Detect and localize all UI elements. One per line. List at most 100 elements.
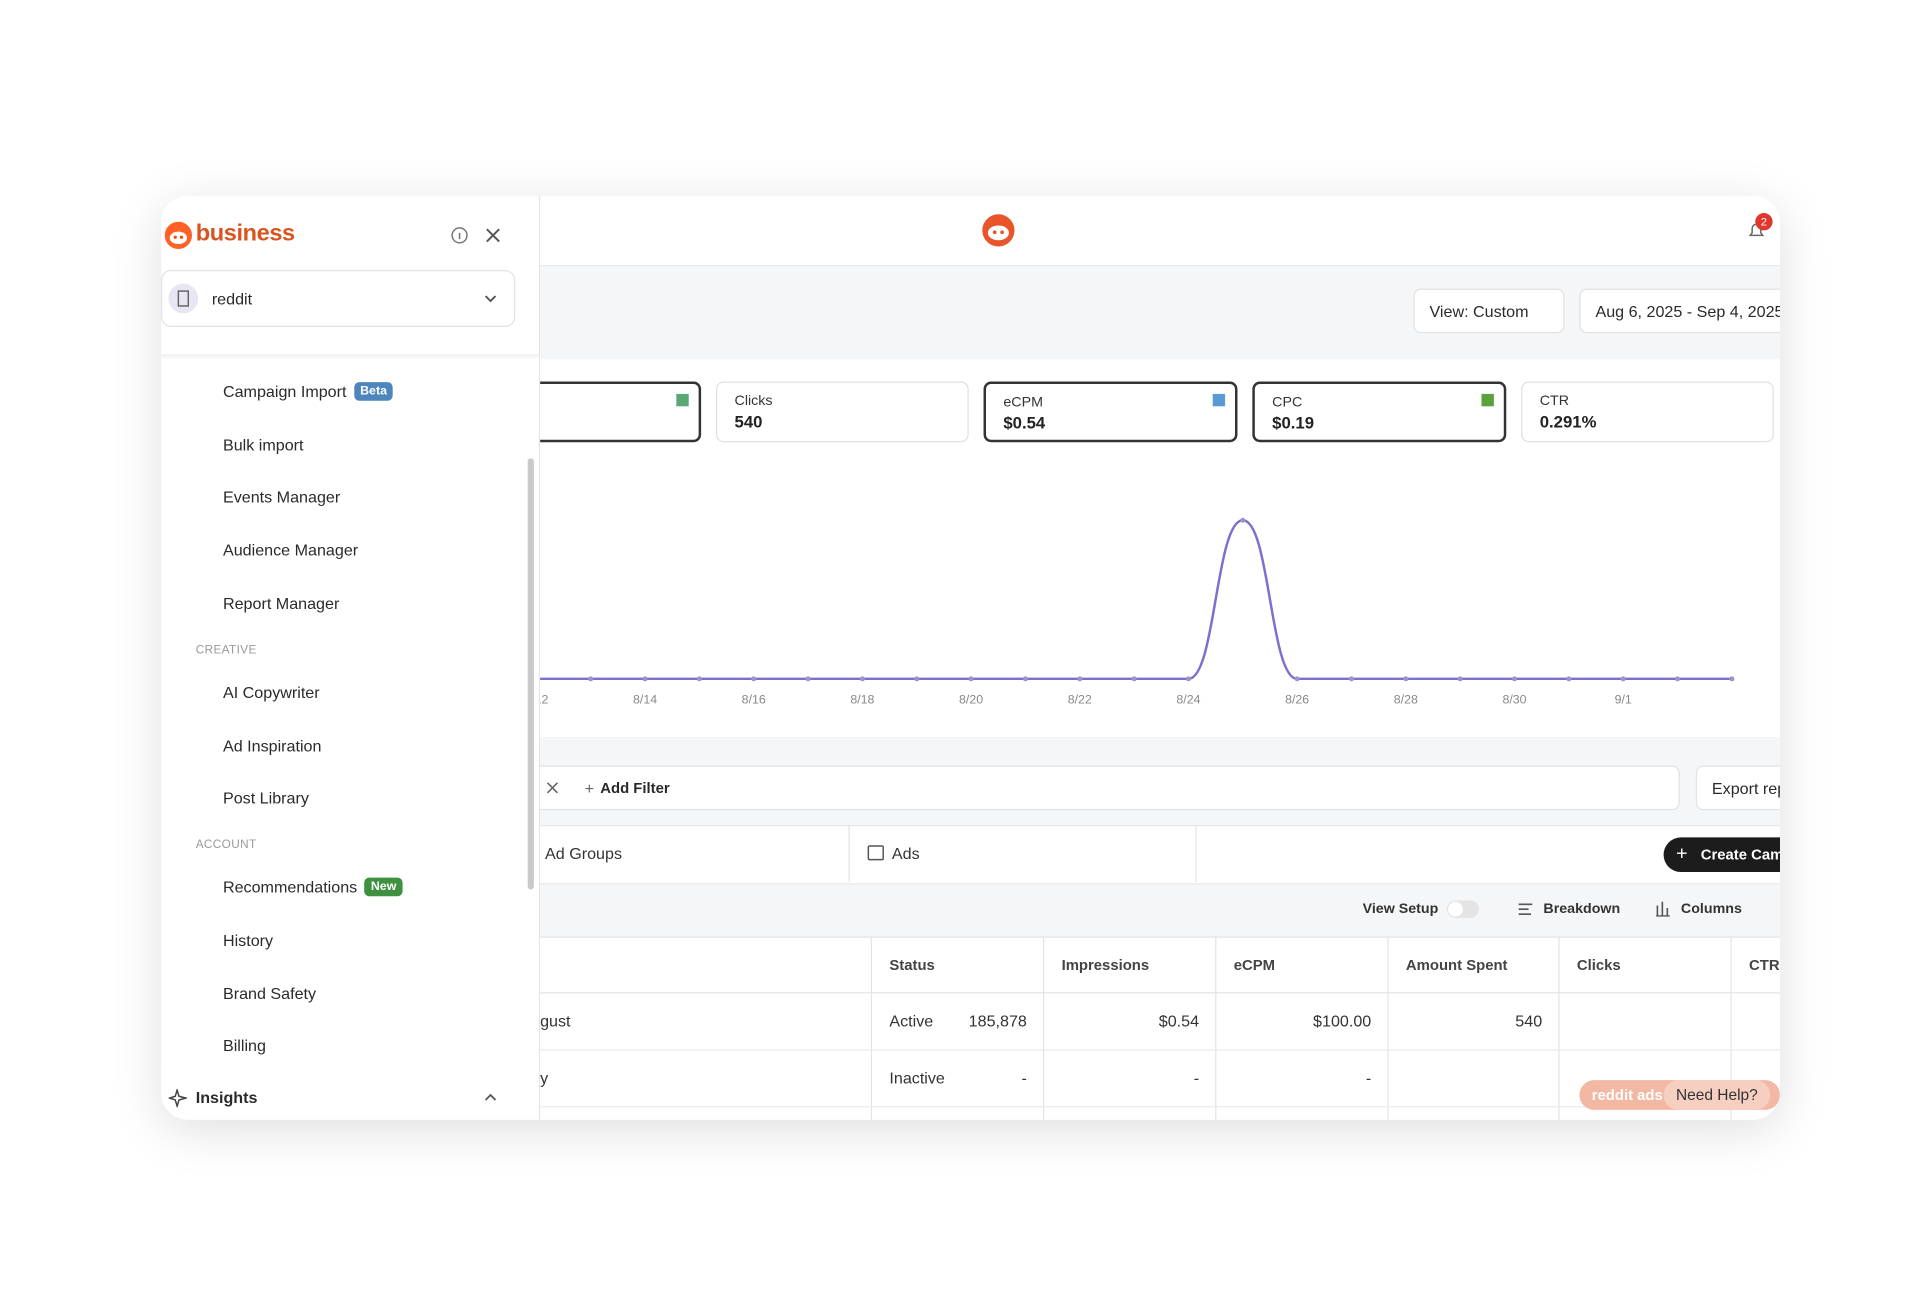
chart: 8/12 8/14 8/16 8/18 8/20 8/22 8/24 8/26 8/28 8/30…: [538, 517, 1735, 707]
data-point: [1457, 676, 1463, 682]
x-tick-label: 8/12: [539, 693, 549, 707]
tab-divider: [1195, 824, 1197, 882]
menu-label: History: [222, 930, 274, 950]
cell: -: [1365, 1067, 1372, 1087]
cell: -: [1193, 1067, 1200, 1087]
data-point: [1131, 676, 1137, 682]
toolbar-item[interactable]: Columns: [1680, 901, 1742, 917]
menu-label: Billing: [222, 1036, 266, 1056]
metric-value: 0.291%: [1539, 412, 1597, 432]
reddit-logo: [164, 221, 193, 249]
data-point: [1620, 676, 1626, 682]
x-tick-label: 9/1: [1615, 693, 1632, 707]
view-select[interactable]: View: Custom: [1413, 288, 1565, 334]
x-tick-label: 8/30: [1502, 693, 1526, 707]
metric-color: [1481, 393, 1494, 407]
data-point: [968, 676, 974, 682]
menu-item[interactable]: Recommendations New: [223, 877, 403, 897]
menu-item[interactable]: Billing: [223, 1037, 266, 1056]
close-button[interactable]: [484, 227, 501, 244]
column-divider: [1215, 937, 1217, 1120]
view-label: View: Custom: [1429, 301, 1529, 321]
metric-value: $0.19: [1272, 413, 1315, 433]
badge: Beta: [353, 382, 394, 401]
toolbar-item[interactable]: Breakdown: [1543, 901, 1621, 917]
menu-item[interactable]: Brand Safety: [223, 984, 316, 1003]
table: Status Impressions eCPM Amount Spent Clicks C…: [538, 936, 1781, 1120]
menu-item[interactable]: Report Manager: [223, 594, 339, 613]
menu-label: AI Copywriter: [222, 682, 320, 702]
help-label: Need Help?: [1663, 1080, 1771, 1110]
x-tick-label: 8/16: [742, 693, 766, 707]
menu-label: Report Manager: [222, 593, 340, 613]
cell: $0.54: [1158, 1011, 1200, 1030]
data-point: [1566, 676, 1572, 682]
insights-group[interactable]: Insights: [195, 1088, 258, 1107]
create-campaign[interactable]: Create Campaign: [1663, 837, 1781, 873]
data-point: [588, 676, 594, 682]
help-icon[interactable]: [451, 227, 468, 244]
menu-item[interactable]: Post Library: [223, 789, 309, 808]
data-point: [859, 676, 865, 682]
data-point: [1294, 676, 1300, 682]
divider: [161, 354, 539, 360]
status: Inactive: [889, 1067, 945, 1087]
menu-label: Campaign Import: [222, 382, 347, 401]
menu-item[interactable]: AI Copywriter: [223, 683, 320, 702]
data-point: [751, 676, 757, 682]
tab[interactable]: Ad Groups: [545, 844, 623, 863]
menu-label: Brand Safety: [222, 983, 317, 1003]
clear-filter[interactable]: [546, 782, 558, 794]
metric-label: CPC: [1272, 395, 1303, 411]
add-filter[interactable]: Add Filter: [600, 779, 670, 797]
metric-label: Clicks: [734, 393, 773, 409]
menu-item[interactable]: Bulk import: [223, 435, 304, 454]
menu-label: Bulk import: [222, 435, 304, 454]
x-tick-label: 8/28: [1394, 693, 1418, 707]
help-widget[interactable]: reddit ads Need Help?: [1579, 1080, 1781, 1110]
ads-icon: [867, 845, 884, 861]
column-header: Clicks: [1576, 956, 1621, 974]
export-button[interactable]: Export report: [1695, 765, 1781, 811]
tab[interactable]: Ads: [891, 844, 920, 863]
data-point: [1512, 676, 1517, 682]
data-point: [1022, 676, 1028, 682]
menu-item[interactable]: History: [223, 931, 273, 950]
toolbar-item[interactable]: View Setup: [1362, 901, 1439, 917]
section-label: ACCOUNT: [195, 838, 257, 852]
toggle[interactable]: [1446, 900, 1480, 918]
x-tick-label: 8/22: [1068, 693, 1092, 707]
metric-card[interactable]: Impressions: [538, 381, 702, 443]
column-divider: [1730, 937, 1732, 1120]
tab-divider: [848, 824, 850, 882]
metric-value: $0.54: [1003, 413, 1046, 433]
metric-color: [676, 393, 689, 407]
sidebar: business reddit Campaign Import Beta Bulk …: [161, 195, 541, 1120]
metric-card[interactable]: Clicks 540: [715, 381, 969, 443]
date-range[interactable]: Aug 6, 2025 - Sep 4, 2025: [1579, 288, 1781, 334]
badge: New: [364, 877, 403, 897]
account-selector[interactable]: reddit: [161, 270, 516, 328]
campaign-name: y: [540, 1067, 549, 1087]
menu-item[interactable]: Ad Inspiration: [223, 736, 321, 755]
menu-item[interactable]: Events Manager: [223, 488, 340, 507]
metric-card[interactable]: CTR 0.291%: [1521, 381, 1774, 443]
plus-icon: +: [1675, 843, 1688, 865]
column-header: Amount Spent: [1405, 956, 1508, 974]
cell: 540: [1515, 1011, 1543, 1030]
menu-item[interactable]: Campaign Import Beta: [222, 382, 394, 401]
column-header: eCPM: [1233, 956, 1276, 974]
metric-card[interactable]: CPC $0.19: [1252, 381, 1507, 443]
column-divider: [1042, 937, 1045, 1120]
menu-label: Post Library: [222, 788, 309, 808]
breakdown-icon: [1518, 903, 1533, 915]
x-tick-label: 8/18: [850, 693, 874, 707]
menu-item[interactable]: Audience Manager: [223, 541, 358, 560]
cell: $100.00: [1313, 1011, 1372, 1030]
main-area: 2 View: Custom Aug 6, 2025 - Sep 4, 2025…: [538, 195, 1781, 1120]
column-divider: [870, 937, 873, 1120]
row-divider: [538, 1105, 1781, 1107]
top-bar: [538, 195, 1781, 267]
metric-card[interactable]: eCPM $0.54: [983, 381, 1238, 443]
